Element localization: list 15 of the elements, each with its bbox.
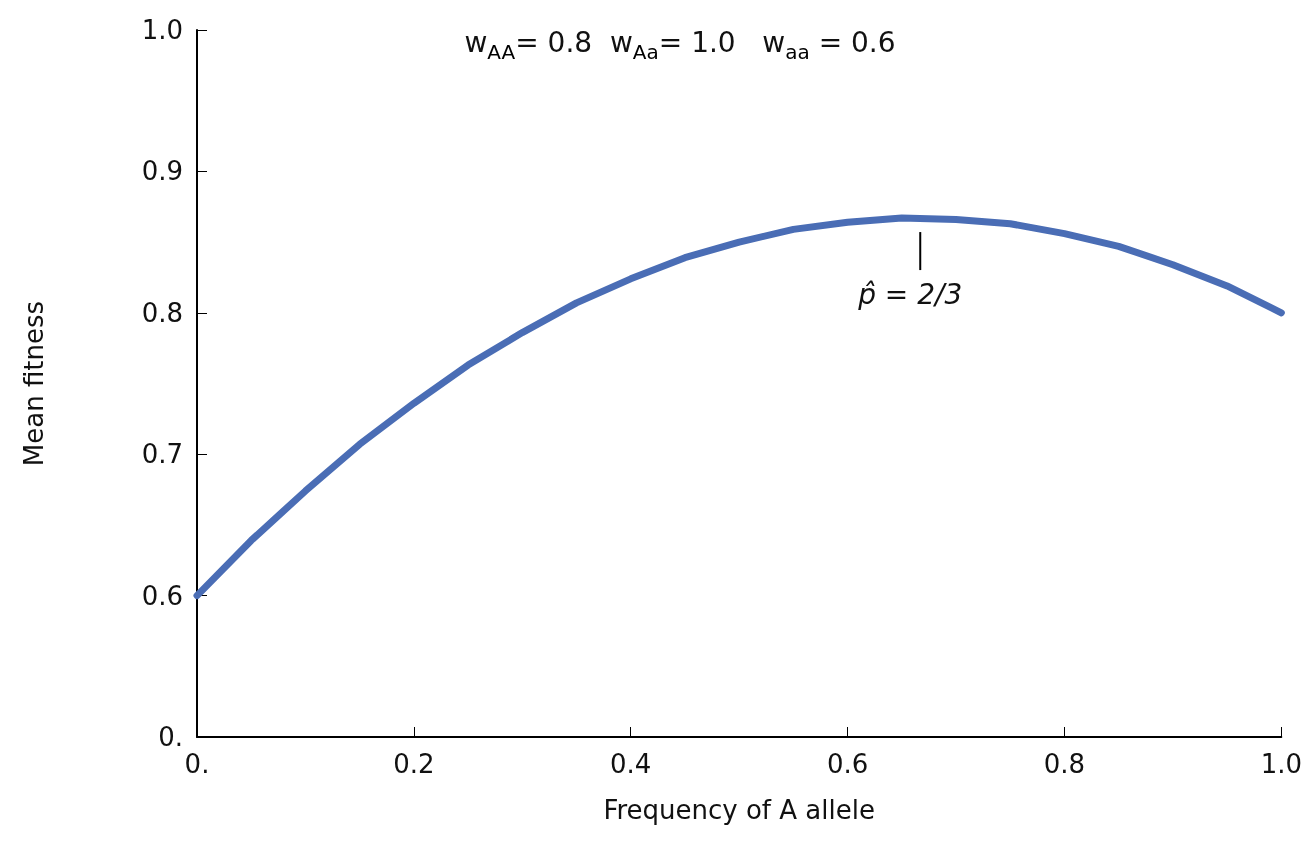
y-tick-label: 0.	[158, 722, 183, 752]
x-axis-title: Frequency of A allele	[603, 795, 875, 825]
y-tick-label: 0.8	[141, 297, 183, 328]
x-tick-label: 0.8	[1043, 749, 1086, 779]
x-tick-label: 0.6	[826, 749, 869, 779]
y-tick-label: 0.7	[141, 439, 183, 470]
y-tick-label: 0.9	[141, 156, 183, 187]
x-tick-label: 0.2	[393, 749, 435, 779]
x-tick-label: 1.0	[1260, 749, 1303, 779]
y-tick-label: 1.0	[141, 15, 183, 45]
annotation: p̂ = 2/3	[857, 277, 963, 311]
x-tick-label: 0.	[184, 749, 210, 779]
y-axis-title: Mean fitness	[19, 300, 49, 467]
y-tick-label: 0.6	[141, 580, 183, 611]
x-tick-label: 0.4	[610, 749, 652, 779]
